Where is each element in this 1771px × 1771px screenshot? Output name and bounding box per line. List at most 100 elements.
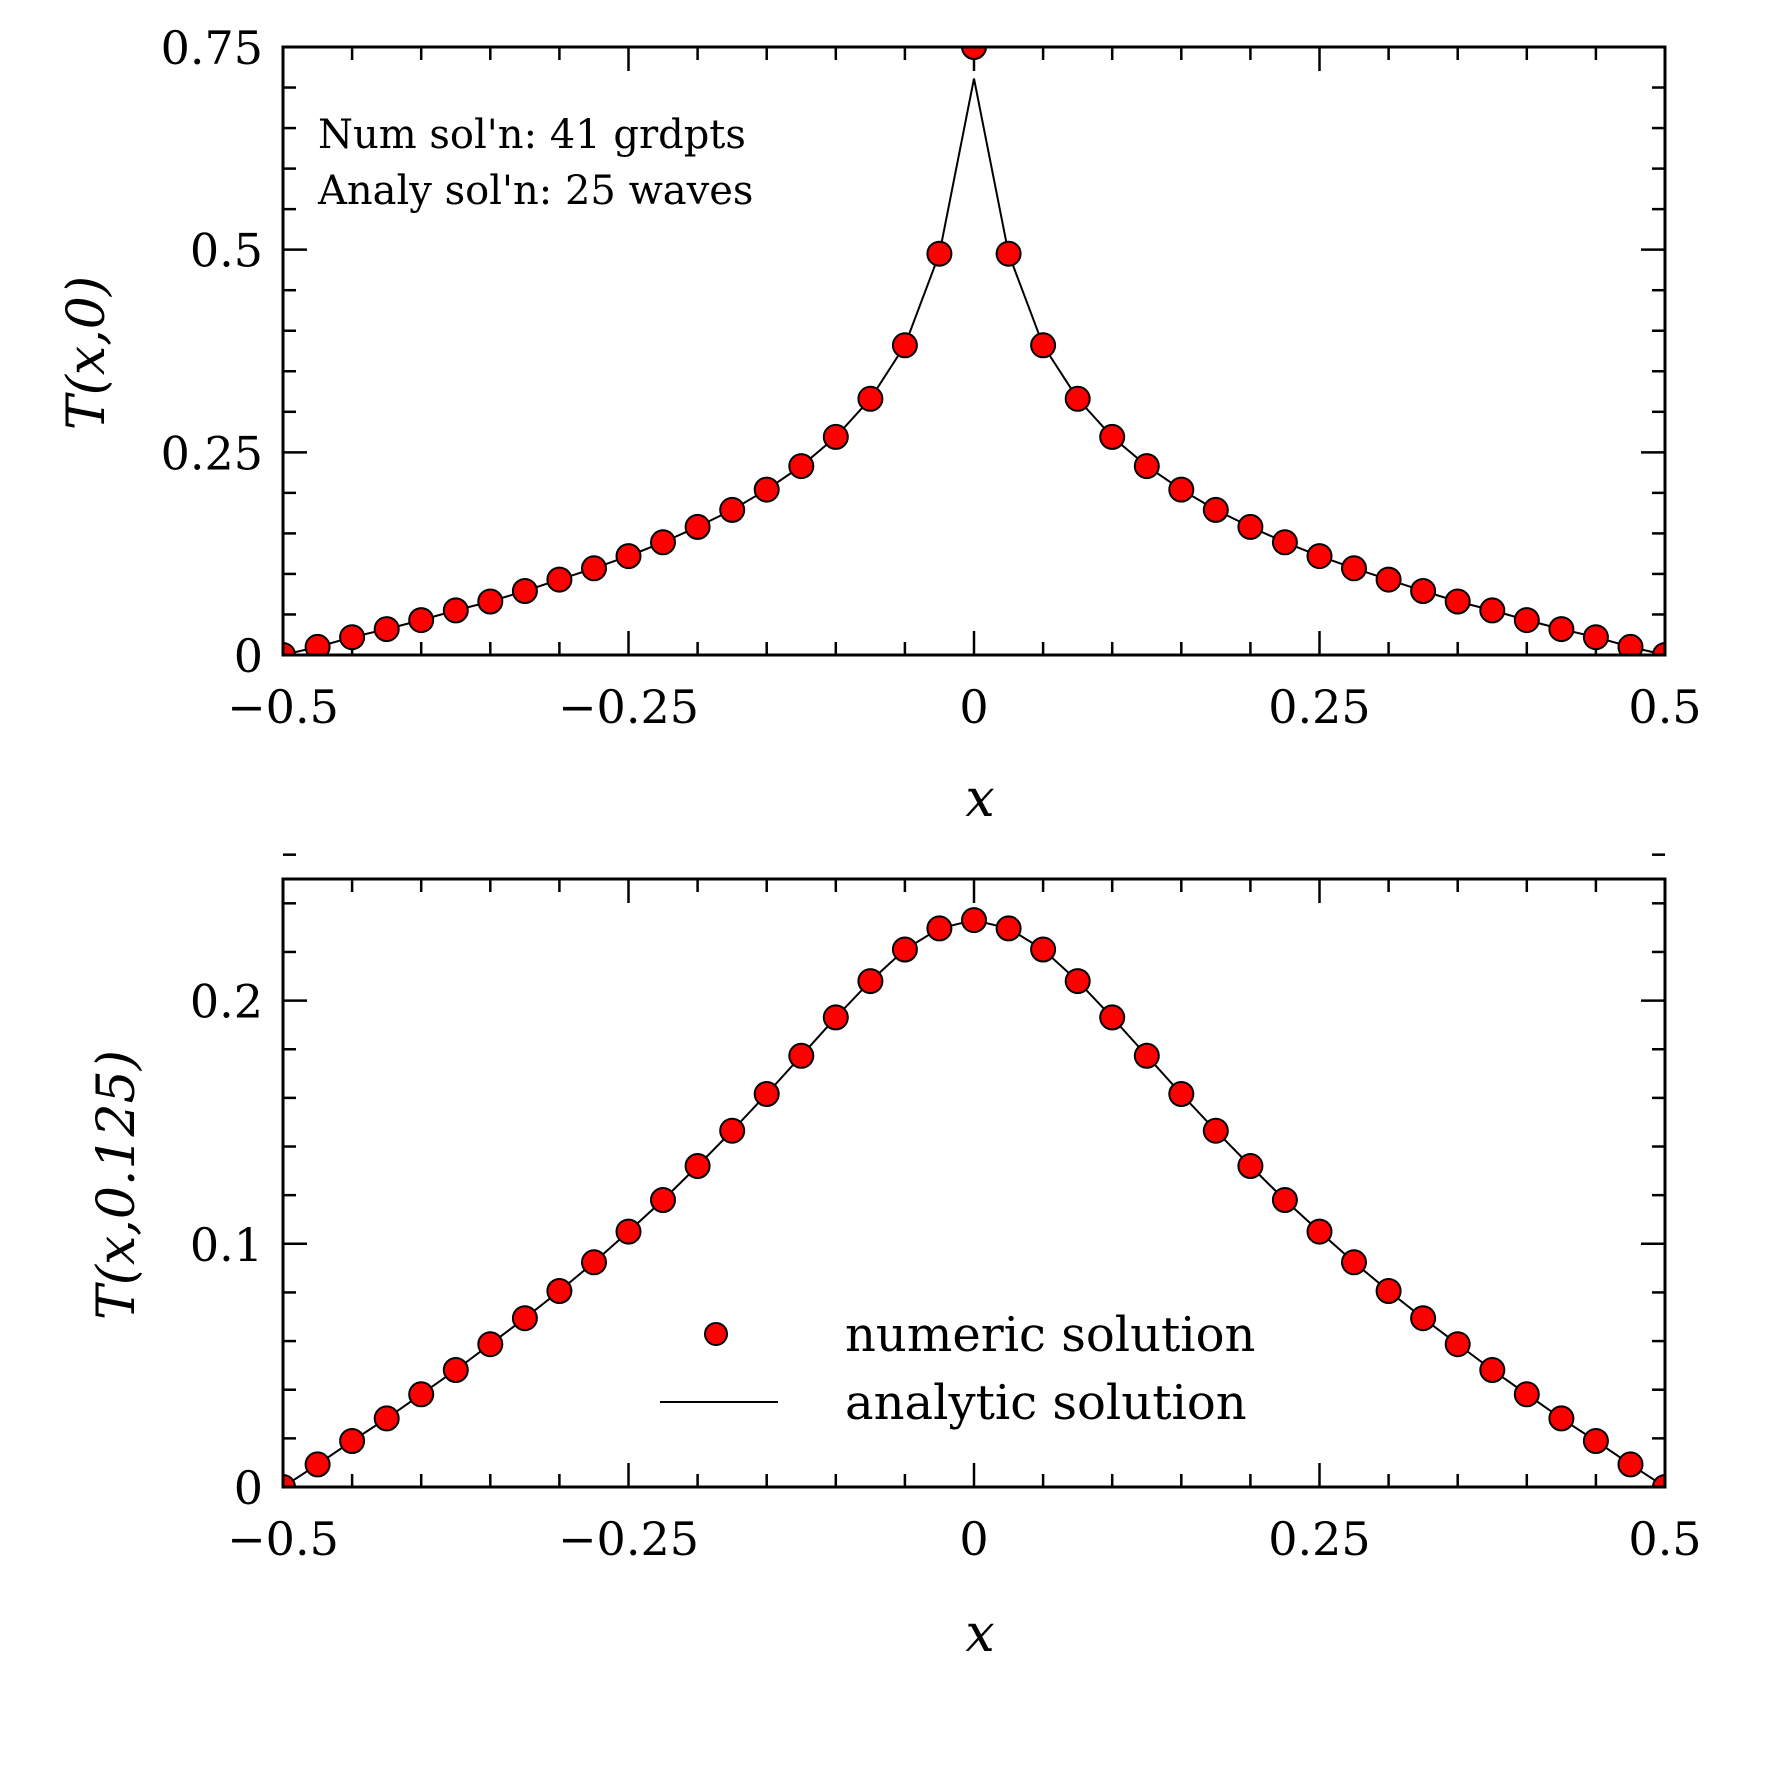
y-tick-label: 0.5 bbox=[190, 224, 263, 278]
data-point-marker bbox=[304, 1451, 331, 1478]
data-point-marker bbox=[650, 1187, 676, 1213]
data-point-marker bbox=[753, 476, 780, 503]
y-tick-label: 0 bbox=[234, 1461, 263, 1515]
y-axis-label: T(x,0) bbox=[57, 276, 117, 430]
tick-marks bbox=[281, 853, 1667, 1489]
data-point-marker bbox=[477, 1331, 504, 1358]
data-point-marker bbox=[1237, 1153, 1264, 1179]
annotation-waves: Analy sol'n: 25 waves bbox=[317, 168, 753, 214]
x-tick-label: −0.25 bbox=[558, 1512, 699, 1566]
legend-marker-numeric bbox=[704, 1322, 728, 1346]
x-tick-label: 0.5 bbox=[1628, 680, 1701, 734]
data-point-marker bbox=[995, 915, 1022, 942]
tick-labels: −0.5 −0.25 0 0.25 0.5 0 0.1 0.2 bbox=[190, 975, 1702, 1566]
data-point-marker bbox=[1202, 1117, 1229, 1144]
data-point-marker bbox=[684, 1153, 711, 1179]
panel-bottom: −0.5 −0.25 0 0.25 0.5 0 0.1 0.2 T(x,0.125) x nu… bbox=[87, 853, 1702, 1664]
legend-label-numeric: numeric solution bbox=[845, 1307, 1255, 1363]
y-tick-label: 0 bbox=[234, 629, 263, 683]
tick-labels: −0.5 −0.25 0 0.25 0.5 0 0.25 0.5 0.75 bbox=[161, 21, 1702, 734]
data-point-marker bbox=[1548, 616, 1575, 643]
data-point-marker bbox=[1271, 1187, 1298, 1213]
data-point-marker bbox=[283, 642, 296, 655]
x-axis-label: x bbox=[965, 769, 994, 829]
x-tick-label: −0.5 bbox=[227, 680, 339, 734]
plot-area bbox=[283, 907, 1665, 1487]
data-point-marker bbox=[1306, 1218, 1333, 1245]
data-point-marker bbox=[581, 555, 607, 582]
data-point-marker bbox=[1444, 588, 1471, 615]
numeric-solution-markers bbox=[283, 907, 1665, 1487]
data-point-marker bbox=[546, 1278, 573, 1304]
x-tick-label: 0.25 bbox=[1268, 680, 1370, 734]
data-point-marker bbox=[1271, 529, 1298, 556]
data-point-marker bbox=[961, 47, 987, 60]
y-tick-label: 0.2 bbox=[190, 975, 263, 1029]
data-point-marker bbox=[719, 496, 746, 523]
data-point-marker bbox=[1237, 513, 1264, 540]
numeric-solution-markers bbox=[283, 47, 1665, 655]
data-point-marker bbox=[1444, 1331, 1471, 1358]
data-point-marker bbox=[615, 1218, 642, 1245]
data-point-marker bbox=[1410, 1305, 1437, 1332]
data-point-marker bbox=[1030, 332, 1057, 359]
x-tick-label: 0 bbox=[959, 680, 988, 734]
data-point-marker bbox=[304, 633, 331, 655]
legend: numeric solution analytic solution bbox=[660, 1307, 1255, 1431]
data-point-marker bbox=[1375, 566, 1402, 593]
data-point-marker bbox=[1168, 476, 1195, 503]
data-point-marker bbox=[1479, 597, 1506, 624]
data-point-marker bbox=[1133, 453, 1160, 480]
data-point-marker bbox=[1341, 555, 1367, 582]
data-point-marker bbox=[408, 1381, 435, 1408]
y-tick-label: 0.25 bbox=[161, 426, 263, 480]
plot-area bbox=[283, 47, 1665, 655]
data-point-marker bbox=[788, 1042, 815, 1069]
data-point-marker bbox=[891, 936, 918, 963]
data-point-marker bbox=[857, 385, 884, 412]
data-point-marker bbox=[753, 1081, 780, 1107]
legend-label-analytic: analytic solution bbox=[845, 1375, 1247, 1431]
data-point-marker bbox=[719, 1117, 746, 1144]
data-point-marker bbox=[995, 240, 1022, 267]
data-point-marker bbox=[1168, 1081, 1195, 1107]
data-point-marker bbox=[857, 968, 884, 995]
data-point-marker bbox=[1064, 385, 1091, 412]
data-point-marker bbox=[442, 597, 469, 624]
data-point-marker bbox=[1582, 624, 1609, 651]
data-point-marker bbox=[408, 607, 435, 634]
data-point-marker bbox=[373, 1405, 400, 1432]
data-point-marker bbox=[684, 513, 711, 540]
data-point-marker bbox=[1617, 633, 1644, 655]
data-point-marker bbox=[1341, 1249, 1367, 1276]
annotation-grid-points: Num sol'n: 41 grdpts bbox=[318, 112, 746, 158]
x-tick-label: 0.25 bbox=[1268, 1512, 1370, 1566]
data-point-marker bbox=[1479, 1357, 1506, 1383]
data-point-marker bbox=[1133, 1042, 1160, 1069]
data-point-marker bbox=[511, 578, 538, 604]
data-point-marker bbox=[339, 624, 366, 651]
data-point-marker bbox=[1548, 1405, 1575, 1432]
x-tick-label: 0 bbox=[959, 1512, 988, 1566]
data-point-marker bbox=[1582, 1428, 1609, 1454]
data-point-marker bbox=[442, 1357, 469, 1383]
data-point-marker bbox=[1513, 1381, 1540, 1408]
analytic-solution-line bbox=[283, 78, 1665, 655]
data-point-marker bbox=[477, 588, 504, 615]
x-tick-label: 0.5 bbox=[1628, 1512, 1701, 1566]
x-tick-label: −0.5 bbox=[227, 1512, 339, 1566]
data-point-marker bbox=[1202, 496, 1229, 523]
data-point-marker bbox=[1652, 1474, 1665, 1487]
data-point-marker bbox=[926, 240, 953, 267]
plot-frame bbox=[281, 45, 1667, 657]
data-point-marker bbox=[788, 453, 815, 480]
data-point-marker bbox=[1064, 968, 1091, 995]
y-axis-label: T(x,0.125) bbox=[87, 1050, 147, 1320]
data-point-marker bbox=[1099, 423, 1126, 450]
data-point-marker bbox=[1617, 1451, 1644, 1478]
data-point-marker bbox=[546, 566, 573, 593]
data-point-marker bbox=[1099, 1004, 1126, 1031]
x-tick-label: −0.25 bbox=[558, 680, 699, 734]
data-point-marker bbox=[1410, 578, 1437, 604]
